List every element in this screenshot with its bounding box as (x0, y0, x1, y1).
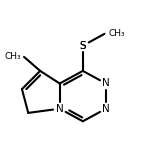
Text: N: N (102, 78, 110, 88)
Text: N: N (102, 104, 110, 114)
Text: CH₃: CH₃ (108, 29, 125, 38)
Text: S: S (80, 41, 86, 51)
Text: CH₃: CH₃ (5, 52, 21, 61)
Text: S: S (80, 41, 86, 51)
Text: N: N (56, 104, 64, 114)
